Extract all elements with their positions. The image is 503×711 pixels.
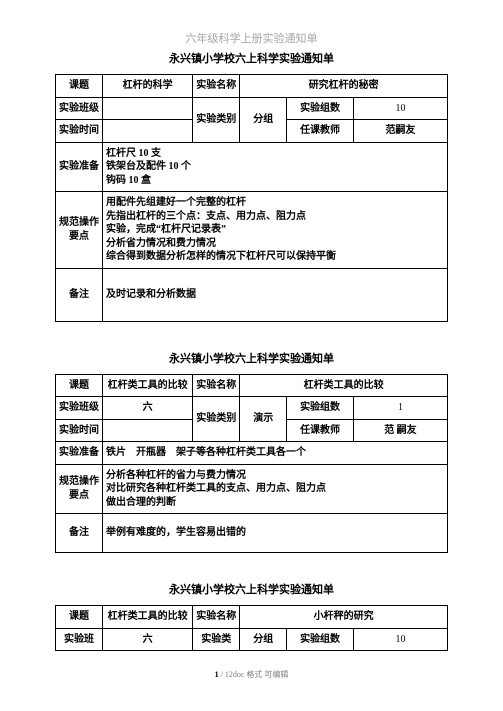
cell: 实验类别 — [193, 97, 240, 142]
page-title: 六年级科学上册实验通知单 — [55, 30, 448, 46]
cell: 备注 — [56, 514, 103, 553]
sub-title-3: 永兴镇小学校六上科学实验通知单 — [55, 581, 448, 597]
cell — [103, 419, 193, 442]
cell: 课题 — [56, 75, 103, 98]
cell: 研究杠杆的秘密 — [240, 75, 448, 98]
cell: 范 嗣友 — [353, 419, 447, 442]
cell — [103, 97, 193, 120]
cell: 举例有难度的，学生容易出错的 — [103, 514, 448, 553]
cell: 实验组数 — [287, 97, 354, 120]
cell: 杠杆尺 10 支 铁架台及配件 10 个 钩码 10 盒 — [103, 142, 448, 192]
cell: 实验班级 — [56, 97, 103, 120]
cell: 用配件先组建好一个完整的杠杆 先指出杠杆的三个点：支点、用力点、阻力点 实验，完… — [103, 192, 448, 269]
cell: 分组 — [240, 628, 287, 651]
cell: 实验名称 — [193, 75, 240, 98]
cell: 杠杆类工具的比较 — [240, 374, 448, 397]
cell: 杠杆类工具的比较 — [103, 606, 193, 629]
cell: 实验时间 — [56, 419, 103, 442]
cell: 实验类别 — [193, 397, 240, 442]
cell: 实验时间 — [56, 120, 103, 143]
cell: 实验班 — [56, 628, 103, 651]
cell: 演示 — [240, 397, 287, 442]
cell: 备注 — [56, 268, 103, 321]
cell — [103, 120, 193, 143]
footer-text: / 12doc 格式 可编辑 — [219, 670, 289, 679]
cell: 1 — [353, 397, 447, 420]
cell: 六 — [103, 628, 193, 651]
cell: 实验类 — [193, 628, 240, 651]
cell: 及时记录和分析数据 — [103, 268, 448, 321]
cell: 10 — [353, 97, 447, 120]
cell: 规范操作要点 — [56, 464, 103, 514]
cell: 实验组数 — [287, 628, 354, 651]
cell: 实验班级 — [56, 397, 103, 420]
cell: 10 — [353, 628, 447, 651]
cell: 实验准备 — [56, 442, 103, 465]
sub-title-1: 永兴镇小学校六上科学实验通知单 — [55, 50, 448, 66]
cell: 实验名称 — [193, 606, 240, 629]
page-footer: 1 / 12doc 格式 可编辑 — [55, 669, 448, 680]
cell: 实验准备 — [56, 142, 103, 192]
cell: 铁片 开瓶器 架子等各种杠杆类工具各一个 — [103, 442, 448, 465]
cell: 分析各种杠杆的省力与费力情况 对比研究各种杠杆类工具的支点、用力点、阻力点 做出… — [103, 464, 448, 514]
table-1: 课题 杠杆的科学 实验名称 研究杠杆的秘密 实验班级 实验类别 分组 实验组数 … — [55, 74, 448, 322]
cell: 小杆秤的研究 — [240, 606, 448, 629]
sub-title-2: 永兴镇小学校六上科学实验通知单 — [55, 350, 448, 366]
cell: 六 — [103, 397, 193, 420]
cell: 课题 — [56, 606, 103, 629]
cell: 课题 — [56, 374, 103, 397]
table-3: 课题 杠杆类工具的比较 实验名称 小杆秤的研究 实验班 六 实验类 分组 实验组… — [55, 605, 448, 651]
cell: 任课教师 — [287, 120, 354, 143]
cell: 分组 — [240, 97, 287, 142]
cell: 任课教师 — [287, 419, 354, 442]
cell: 杠杆的科学 — [103, 75, 193, 98]
table-2: 课题 杠杆类工具的比较 实验名称 杠杆类工具的比较 实验班级 六 实验类别 演示… — [55, 374, 448, 554]
cell: 实验组数 — [287, 397, 354, 420]
cell: 实验名称 — [193, 374, 240, 397]
cell: 杠杆类工具的比较 — [103, 374, 193, 397]
cell: 规范操作要点 — [56, 192, 103, 269]
cell: 范嗣友 — [353, 120, 447, 143]
